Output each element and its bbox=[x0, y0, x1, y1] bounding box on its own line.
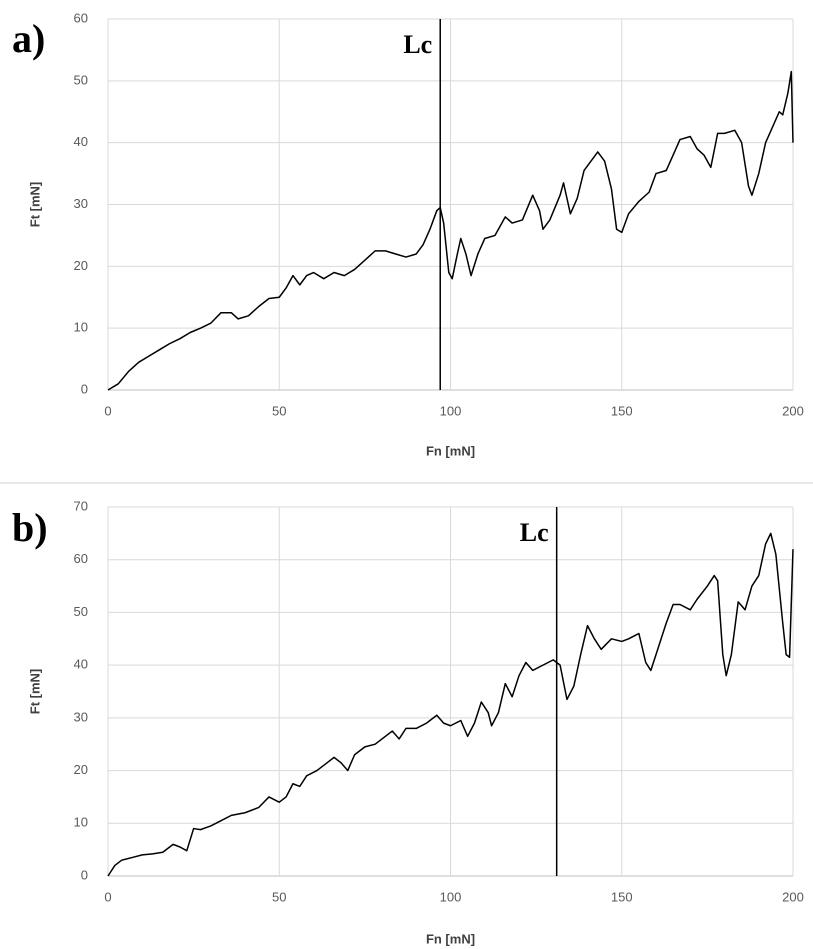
lc-label: Lc bbox=[520, 518, 549, 547]
y-tick-label: 30 bbox=[74, 196, 88, 211]
x-tick-label: 100 bbox=[440, 889, 462, 904]
x-tick-label: 0 bbox=[104, 403, 111, 418]
lc-label: Lc bbox=[403, 30, 432, 59]
x-tick-label: 150 bbox=[611, 403, 633, 418]
y-tick-label: 10 bbox=[74, 320, 88, 335]
y-tick-label: 10 bbox=[74, 815, 88, 830]
y-axis-label: Ft [mN] bbox=[27, 182, 42, 228]
y-tick-label: 0 bbox=[81, 867, 88, 882]
data-line bbox=[107, 532, 794, 877]
panel-label: a) bbox=[12, 16, 45, 61]
data-line bbox=[107, 70, 794, 391]
x-tick-label: 50 bbox=[272, 403, 286, 418]
x-tick-label: 150 bbox=[611, 889, 633, 904]
y-tick-label: 50 bbox=[74, 604, 88, 619]
y-tick-label: 20 bbox=[74, 762, 88, 777]
panel-label: b) bbox=[12, 505, 48, 550]
x-tick-label: 200 bbox=[782, 403, 804, 418]
y-tick-label: 30 bbox=[74, 709, 88, 724]
y-tick-label: 20 bbox=[74, 258, 88, 273]
y-tick-label: 60 bbox=[74, 551, 88, 566]
y-tick-label: 60 bbox=[74, 10, 88, 25]
x-tick-label: 50 bbox=[272, 889, 286, 904]
y-tick-label: 70 bbox=[74, 498, 88, 513]
y-tick-label: 40 bbox=[74, 134, 88, 149]
y-axis-label: Ft [mN] bbox=[27, 669, 42, 715]
x-axis-label: Fn [mN] bbox=[426, 931, 475, 946]
x-tick-label: 200 bbox=[782, 889, 804, 904]
x-tick-label: 100 bbox=[440, 403, 462, 418]
y-tick-label: 50 bbox=[74, 72, 88, 87]
y-tick-label: 0 bbox=[81, 381, 88, 396]
x-tick-label: 0 bbox=[104, 889, 111, 904]
x-axis-label: Fn [mN] bbox=[426, 443, 475, 458]
y-tick-label: 40 bbox=[74, 657, 88, 672]
